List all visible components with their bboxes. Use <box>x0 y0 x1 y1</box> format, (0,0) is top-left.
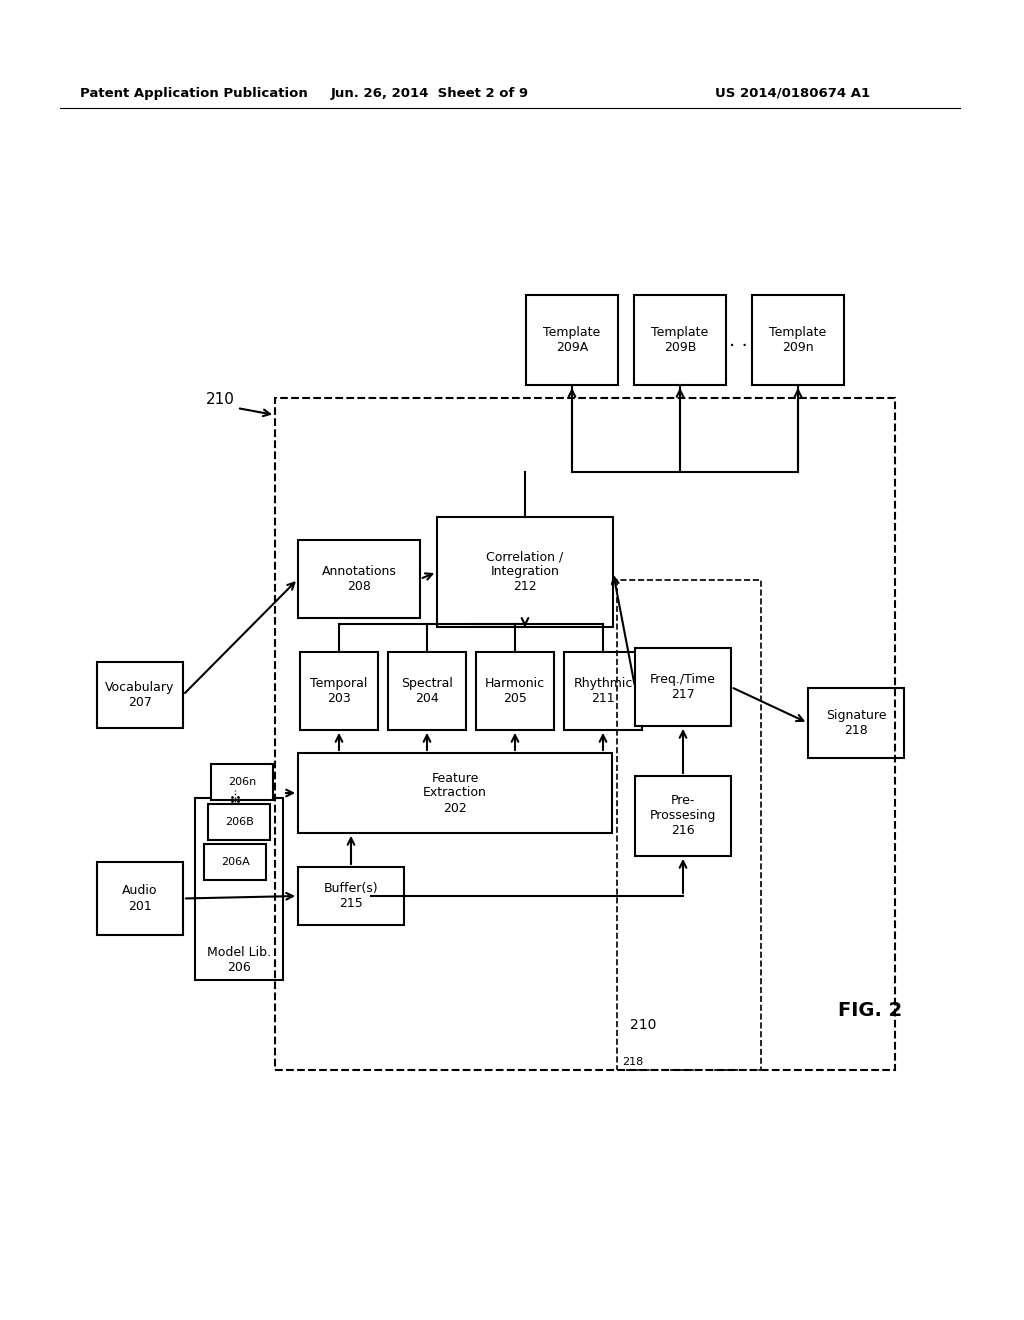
Text: Template
209n: Template 209n <box>769 326 826 354</box>
Text: 206A: 206A <box>220 857 250 867</box>
Bar <box>617 579 761 1071</box>
Text: Model Lib.
206: Model Lib. 206 <box>207 946 271 974</box>
Text: Audio
201: Audio 201 <box>122 884 158 912</box>
Bar <box>275 399 895 1071</box>
Bar <box>634 294 726 385</box>
Bar <box>298 867 404 925</box>
Bar <box>476 652 554 730</box>
Text: 210: 210 <box>630 1018 656 1032</box>
Text: Harmonic
205: Harmonic 205 <box>485 677 545 705</box>
Bar <box>195 799 283 979</box>
Bar <box>437 517 613 627</box>
Bar <box>204 843 266 880</box>
Bar <box>808 688 904 758</box>
Text: . .: . . <box>729 330 748 350</box>
Text: Buffer(s)
215: Buffer(s) 215 <box>324 882 378 909</box>
Text: 206B: 206B <box>224 817 253 828</box>
Bar <box>635 776 731 855</box>
Text: Annotations
208: Annotations 208 <box>322 565 396 593</box>
Text: Rhythmic
211: Rhythmic 211 <box>573 677 633 705</box>
Text: Correlation /
Integration
212: Correlation / Integration 212 <box>486 550 563 594</box>
Text: Patent Application Publication: Patent Application Publication <box>80 87 308 99</box>
Text: Pre-
Prossesing
216: Pre- Prossesing 216 <box>650 795 716 837</box>
Bar <box>300 652 378 730</box>
Text: Template
209B: Template 209B <box>651 326 709 354</box>
Bar <box>564 652 642 730</box>
Text: US 2014/0180674 A1: US 2014/0180674 A1 <box>715 87 870 99</box>
Bar <box>526 294 618 385</box>
Text: Feature
Extraction
202: Feature Extraction 202 <box>423 771 487 814</box>
Bar <box>211 764 273 800</box>
Text: Template
209A: Template 209A <box>544 326 601 354</box>
Text: Freq./Time
217: Freq./Time 217 <box>650 673 716 701</box>
Bar <box>298 752 612 833</box>
Bar <box>752 294 844 385</box>
Bar <box>298 540 420 618</box>
Text: Spectral
204: Spectral 204 <box>401 677 453 705</box>
Bar <box>208 804 270 840</box>
Text: 210: 210 <box>206 392 234 408</box>
Bar <box>635 648 731 726</box>
Text: FIG. 2: FIG. 2 <box>838 1001 902 1019</box>
Text: Vocabulary
207: Vocabulary 207 <box>105 681 175 709</box>
Text: 206n: 206n <box>228 777 256 787</box>
Text: Temporal
203: Temporal 203 <box>310 677 368 705</box>
Text: 218: 218 <box>622 1057 643 1067</box>
Bar <box>388 652 466 730</box>
Bar <box>97 663 183 729</box>
Text: Jun. 26, 2014  Sheet 2 of 9: Jun. 26, 2014 Sheet 2 of 9 <box>331 87 529 99</box>
Text: Signature
218: Signature 218 <box>825 709 886 737</box>
Bar <box>97 862 183 935</box>
